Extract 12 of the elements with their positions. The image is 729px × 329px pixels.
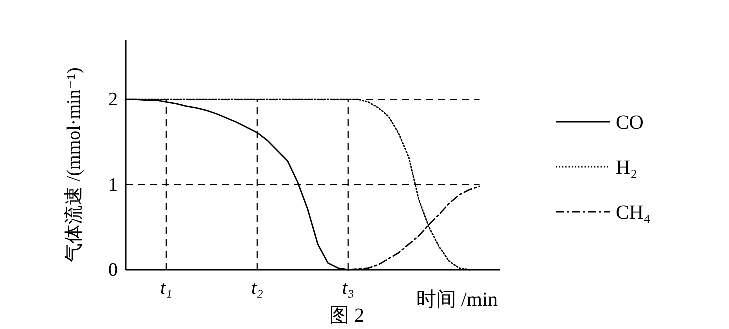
x-tick-label: t₃ [342, 278, 354, 299]
legend-label: CO [616, 112, 644, 134]
y-tick-label: 1 [108, 174, 118, 196]
y-tick-label: 2 [108, 90, 118, 111]
x-tick-label: t₁ [160, 278, 172, 299]
x-axis-title: 时间 /min [416, 289, 498, 311]
legend-label: H₂ [616, 157, 638, 179]
y-tick-label: 0 [108, 260, 118, 281]
y-axis-title: 气体流速 /(mmol·min⁻¹) [63, 68, 85, 262]
caption: 图 2 [330, 305, 364, 327]
legend-label: CH₄ [616, 202, 651, 224]
x-tick-label: t₂ [251, 278, 264, 299]
